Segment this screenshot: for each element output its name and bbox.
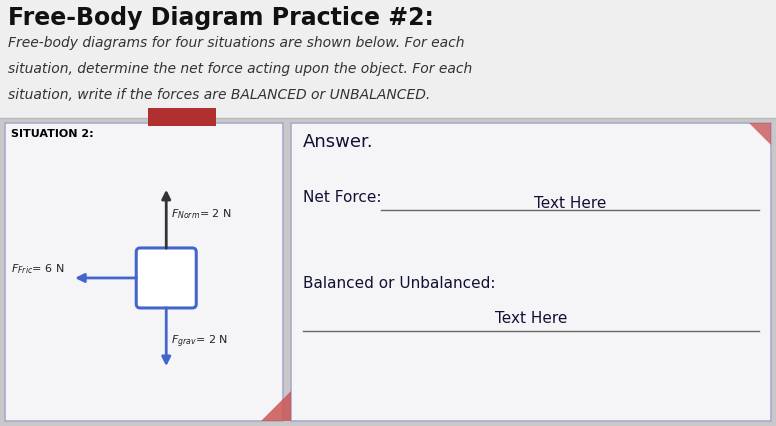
Polygon shape: [749, 123, 771, 145]
FancyBboxPatch shape: [291, 123, 771, 421]
Text: Balanced or Unbalanced:: Balanced or Unbalanced:: [303, 276, 496, 291]
FancyBboxPatch shape: [148, 108, 216, 126]
FancyBboxPatch shape: [5, 123, 283, 421]
Text: Text Here: Text Here: [495, 311, 567, 326]
FancyBboxPatch shape: [0, 0, 776, 118]
Text: $F_{Norm}$= 2 N: $F_{Norm}$= 2 N: [171, 207, 232, 221]
Text: Text Here: Text Here: [534, 196, 606, 211]
FancyBboxPatch shape: [0, 118, 776, 426]
Text: Free-body diagrams for four situations are shown below. For each: Free-body diagrams for four situations a…: [8, 36, 465, 50]
Text: $F_{grav}$= 2 N: $F_{grav}$= 2 N: [171, 334, 228, 350]
Text: Free-Body Diagram Practice #2:: Free-Body Diagram Practice #2:: [8, 6, 434, 30]
Text: situation, write if the forces are BALANCED or UNBALANCED.: situation, write if the forces are BALAN…: [8, 88, 430, 102]
Polygon shape: [261, 391, 291, 421]
Text: SITUATION 2:: SITUATION 2:: [11, 129, 94, 139]
Text: Net Force:: Net Force:: [303, 190, 382, 205]
Text: situation, determine the net force acting upon the object. For each: situation, determine the net force actin…: [8, 62, 473, 76]
Text: Answer.: Answer.: [303, 133, 373, 151]
Text: $F_{Fric}$= 6 N: $F_{Fric}$= 6 N: [11, 262, 64, 276]
FancyBboxPatch shape: [137, 248, 196, 308]
